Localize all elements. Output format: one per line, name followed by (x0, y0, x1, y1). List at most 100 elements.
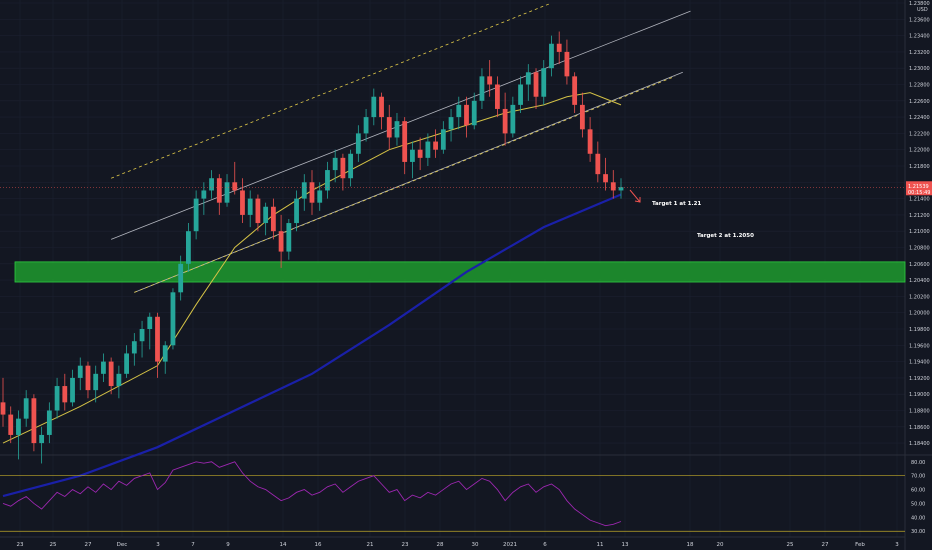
date-tick-label: 2021 (503, 542, 517, 548)
price-tick-label: 1.20600 (909, 262, 930, 268)
candles (0, 31, 624, 464)
candle-body (402, 121, 408, 162)
date-tick-label: 3 (895, 542, 899, 548)
arrow-head (634, 197, 641, 203)
candle-body (201, 190, 207, 199)
candle-body (448, 117, 454, 130)
arrow-shaft (629, 189, 641, 203)
candle-body (587, 129, 593, 154)
price-tick-label: 1.20200 (909, 294, 930, 300)
price-tick-label: 1.22800 (909, 83, 930, 89)
price-tick-label: 1.23200 (909, 50, 930, 56)
candle-body (155, 316, 160, 362)
candle-body (70, 377, 75, 403)
candle-body (425, 141, 431, 158)
candle-body (340, 157, 346, 179)
candle-body (101, 361, 106, 374)
support-zone (14, 261, 906, 283)
candle-body (270, 206, 276, 232)
candle-body (456, 104, 462, 118)
candle-body (278, 231, 284, 252)
candle-body (139, 329, 145, 342)
candle-body (0, 402, 6, 415)
candle-body (371, 96, 377, 118)
price-tick-label: 1.23000 (909, 66, 930, 72)
candle-body (603, 174, 608, 183)
date-tick-label: 27 (85, 542, 92, 548)
candle-body (16, 418, 21, 435)
candle-body (440, 129, 446, 150)
candle-body (464, 104, 469, 126)
candle-body (502, 108, 508, 134)
channel-support (134, 75, 676, 293)
candle-body (77, 365, 83, 378)
target1-label: Target 1 at 1.21 (652, 201, 701, 207)
candle-body (46, 410, 52, 435)
price-tick-label: 1.22600 (909, 99, 930, 105)
candle-body (533, 72, 539, 97)
rsi-line (2, 461, 622, 527)
candle-body (556, 43, 562, 52)
candle-body (147, 316, 153, 329)
candle-body (541, 68, 547, 97)
candle-body (348, 153, 354, 179)
rsi-axis: 80.00 70.00 60.00 50.00 40.00 30.00 (911, 460, 925, 535)
countdown-value: 00:15:49 (908, 190, 930, 196)
date-tick-label: 7 (191, 542, 195, 548)
rsi-tick-label: 70.00 (911, 474, 925, 480)
candle-body (23, 398, 29, 419)
candle-body (410, 149, 415, 162)
rsi-tick-label: 60.00 (911, 488, 925, 494)
candle-body (162, 345, 168, 362)
candle-body (232, 182, 238, 191)
candle-body (240, 190, 245, 215)
date-axis: 23 25 27 Dec 3 7 9 14 16 21 23 28 30 2021 6 11 13 18 20 25 2… (17, 542, 900, 548)
trend-channel (111, 2, 691, 293)
candle-body (417, 149, 423, 158)
candle-body (263, 206, 269, 224)
date-tick-label: 14 (280, 542, 287, 548)
date-tick-label: 11 (597, 542, 604, 548)
date-tick-label: 13 (622, 542, 629, 548)
candle-body (39, 434, 45, 444)
price-tick-label: 1.20000 (909, 311, 930, 317)
candle-body (178, 263, 184, 293)
candle-body (394, 121, 400, 138)
price-tick-label: 1.18800 (909, 409, 930, 415)
price-tick-label: 1.19000 (909, 392, 930, 398)
candle-body (116, 373, 122, 387)
candle-body (124, 353, 129, 374)
candle-body (209, 178, 214, 191)
date-tick-label: 25 (50, 542, 57, 548)
candle-body (572, 76, 578, 105)
price-tick-label: 1.23800 (909, 1, 930, 7)
candle-body (131, 341, 137, 354)
candle-body (479, 76, 485, 101)
rsi-panel (0, 461, 905, 532)
zone-rect (14, 261, 906, 283)
date-tick-label: 28 (437, 542, 444, 548)
rsi-tick-label: 40.00 (911, 515, 925, 521)
candle-body (579, 104, 585, 130)
candle-body (108, 361, 114, 387)
candle-body (363, 117, 369, 134)
candle-body (595, 153, 601, 175)
candle-body (216, 178, 222, 203)
date-tick-label: 21 (367, 542, 374, 548)
candle-body (386, 117, 392, 138)
candle-body (518, 84, 523, 105)
down-arrow-icon (629, 189, 641, 203)
rsi-tick-label: 50.00 (911, 501, 925, 507)
candle-body (193, 198, 199, 232)
candle-body (618, 187, 624, 191)
candle-body (379, 96, 384, 118)
price-tick-label: 1.20800 (909, 246, 930, 252)
price-tick-label: 1.23600 (909, 17, 930, 23)
price-tick-label: 1.23400 (909, 34, 930, 40)
candle-body (309, 182, 315, 203)
candle-body (62, 386, 68, 403)
candle-body (224, 182, 230, 203)
last-price-value: 1.21539 (908, 184, 929, 190)
